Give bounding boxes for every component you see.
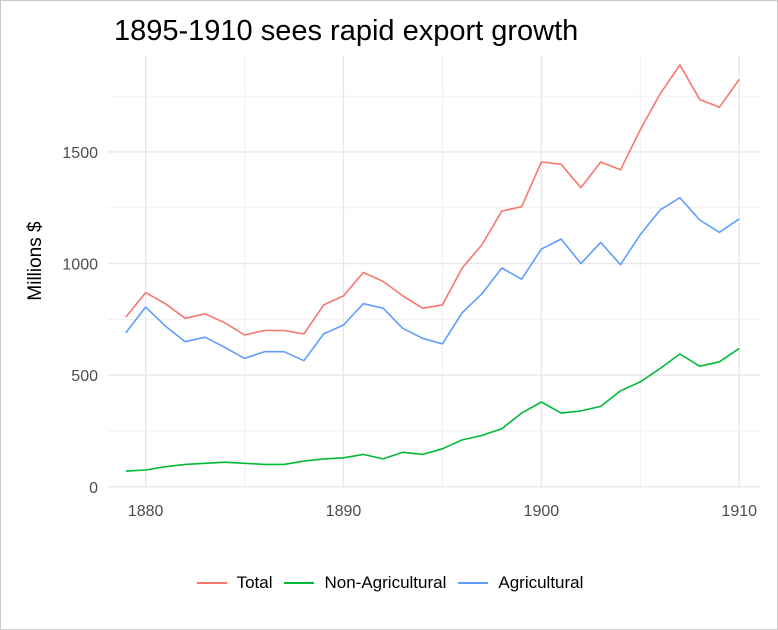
chart-title: 1895-1910 sees rapid export growth: [114, 15, 579, 47]
legend-key-non-agricultural: [284, 582, 315, 584]
series-line-agricultural: [125, 196, 740, 362]
x-tick-label: 1890: [326, 503, 362, 520]
legend-label-agricultural: Agricultural: [498, 573, 584, 592]
major-gridlines: [108, 56, 761, 489]
legend-label-total: Total: [236, 573, 273, 592]
y-tick-label: 1500: [62, 145, 98, 162]
series-line-total: [125, 64, 740, 336]
y-tick-label: 1000: [62, 257, 98, 274]
series-line-non-agricultural: [125, 347, 740, 472]
legend-key-total: [196, 582, 227, 584]
legend-key-agricultural: [458, 582, 489, 584]
minor-gridlines: [108, 56, 761, 489]
tick-labels: 1880 1890 1900 1910 0 500 1000 1500: [62, 145, 757, 520]
y-tick-label: 0: [89, 480, 98, 497]
legend: Total Non-Agricultural Agricultural: [1, 573, 778, 593]
y-tick-label: 500: [71, 368, 98, 385]
x-tick-label: 1880: [128, 503, 164, 520]
legend-item-agricultural: Agricultural: [458, 573, 583, 593]
x-tick-label: 1910: [721, 503, 757, 520]
plot-area: 1880 1890 1900 1910 0 500 1000 1500: [62, 56, 761, 520]
legend-label-non-agricultural: Non-Agricultural: [324, 573, 447, 592]
x-tick-label: 1900: [524, 503, 560, 520]
legend-item-total: Total: [196, 573, 273, 593]
series-lines: [125, 64, 740, 472]
legend-item-non-agricultural: Non-Agricultural: [284, 573, 446, 593]
